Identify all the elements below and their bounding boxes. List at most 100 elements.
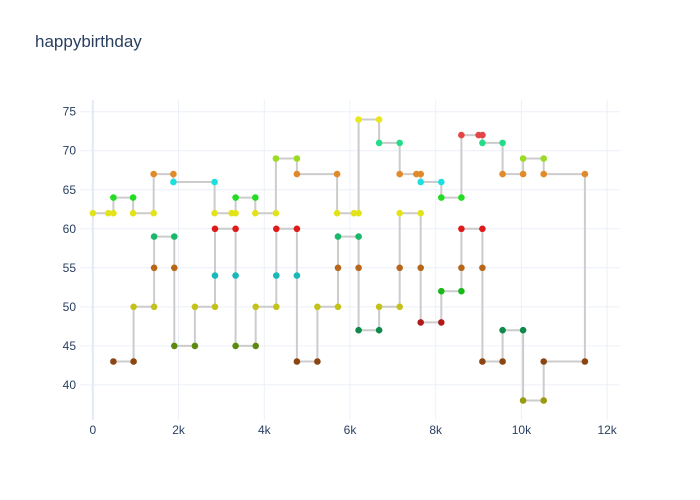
data-point (171, 342, 178, 350)
y-tick-label: 55 (63, 261, 77, 275)
data-point (396, 170, 404, 178)
data-point (334, 264, 342, 272)
data-point (252, 303, 259, 311)
data-point (272, 209, 280, 217)
data-point (350, 209, 358, 217)
data-point (438, 178, 445, 186)
data-point (191, 303, 199, 311)
x-tick-label: 8k (429, 423, 443, 437)
data-point (232, 194, 239, 201)
data-point (499, 358, 506, 365)
data-point (417, 178, 425, 186)
data-point (396, 209, 404, 217)
line-layer (92, 118, 586, 402)
data-point (314, 303, 321, 311)
data-point (273, 272, 280, 279)
data-point (479, 131, 486, 139)
data-point (396, 264, 404, 272)
data-point (252, 209, 259, 217)
data-point (150, 170, 157, 178)
data-point (499, 326, 506, 334)
data-point (232, 342, 239, 350)
data-point (458, 194, 465, 201)
data-point (417, 264, 425, 272)
data-point (355, 264, 362, 272)
x-tick-label: 2k (172, 423, 186, 437)
tick-label-layer: 40 45 50 55 60 65 70 75 0 2k 4k 6k 8k 10k 12k (63, 105, 618, 437)
data-point (105, 209, 112, 217)
data-point (438, 287, 445, 295)
data-point (170, 178, 177, 186)
data-point (519, 170, 527, 178)
data-point (211, 303, 219, 311)
y-tick-label: 40 (63, 378, 77, 392)
data-point (499, 170, 506, 178)
data-point (129, 209, 137, 217)
y-tick-label: 45 (63, 339, 77, 353)
data-point (375, 139, 383, 147)
data-point (438, 194, 445, 201)
y-tick-label: 65 (63, 183, 77, 197)
data-point (479, 139, 486, 147)
data-point (272, 155, 280, 162)
data-point (314, 358, 321, 365)
data-point (355, 326, 362, 334)
data-point (375, 326, 383, 334)
data-point (375, 303, 383, 311)
data-point (110, 194, 117, 201)
data-point (211, 209, 218, 217)
data-point (458, 225, 465, 233)
data-point (232, 209, 239, 217)
data-point (438, 319, 445, 326)
data-point (293, 155, 301, 162)
data-point (519, 326, 527, 334)
y-tick-label: 75 (63, 105, 77, 119)
data-point (479, 225, 486, 233)
data-point (540, 358, 547, 365)
data-point (333, 209, 341, 217)
data-point (232, 272, 239, 279)
x-tick-label: 6k (344, 423, 358, 437)
data-point (355, 233, 362, 240)
data-point (355, 116, 362, 123)
data-point (417, 170, 425, 178)
y-tick-label: 50 (63, 300, 77, 314)
data-point (479, 358, 486, 365)
data-point (355, 209, 362, 217)
data-point (334, 303, 342, 311)
data-point (417, 209, 425, 217)
x-tick-label: 0 (90, 423, 97, 437)
data-point (170, 170, 177, 178)
data-point (479, 264, 486, 272)
data-point (293, 358, 301, 365)
data-point (458, 264, 465, 272)
x-tick-label: 10k (512, 423, 532, 437)
data-point (273, 303, 280, 311)
data-point (211, 272, 219, 279)
data-point (334, 233, 342, 240)
data-point (540, 170, 547, 178)
data-point (232, 225, 239, 233)
chart-title: happybirthday (35, 32, 142, 51)
data-point (396, 303, 404, 311)
y-tick-label: 60 (63, 222, 77, 236)
data-point (581, 170, 589, 178)
data-point (458, 131, 465, 139)
data-point (130, 358, 137, 365)
data-point (150, 233, 158, 240)
data-point (333, 170, 341, 178)
data-point (396, 139, 404, 147)
data-point (293, 225, 301, 233)
data-point (252, 342, 259, 350)
data-point (211, 225, 219, 233)
data-point (110, 358, 117, 365)
grid-layer (80, 100, 620, 420)
data-point (252, 194, 259, 201)
data-point (130, 303, 137, 311)
data-point (293, 170, 301, 178)
data-point (150, 264, 158, 272)
data-point (171, 264, 178, 272)
data-point (417, 319, 425, 326)
